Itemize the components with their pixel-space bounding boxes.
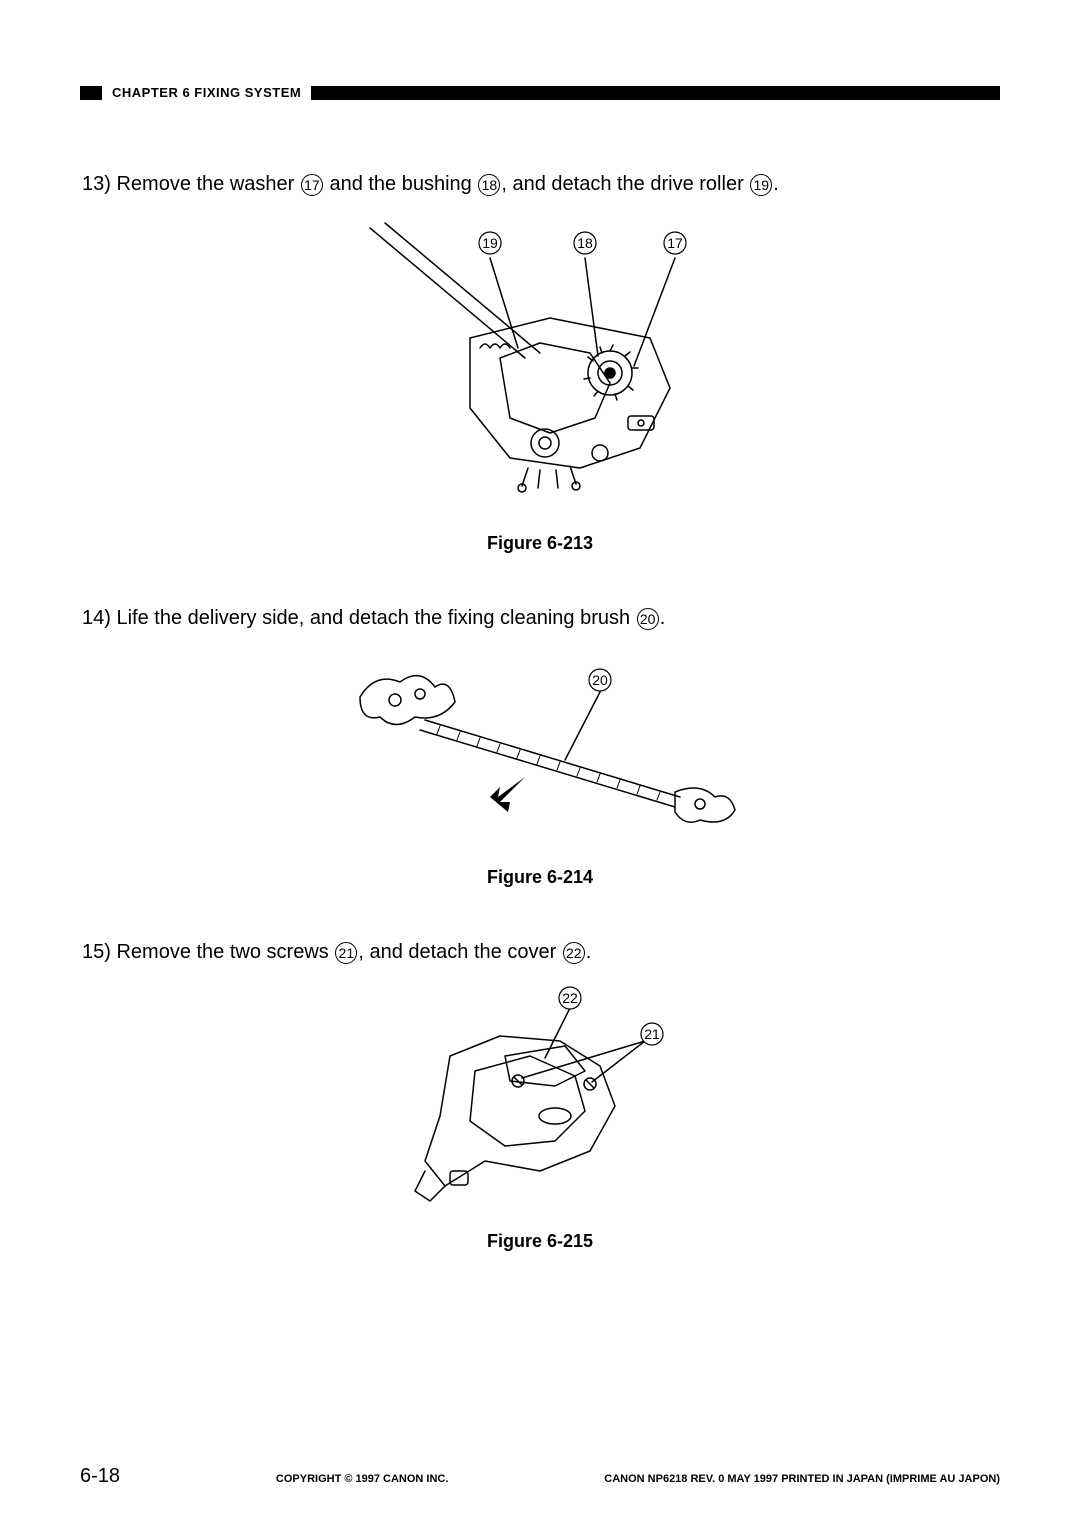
step-text: . (586, 941, 592, 963)
page-number: 6-18 (80, 1465, 120, 1488)
step-14: 14) Life the delivery side, and detach t… (82, 604, 1000, 632)
page-footer: 6-18 COPYRIGHT © 1997 CANON INC. CANON N… (80, 1465, 1000, 1488)
ref-21: 21 (335, 942, 357, 964)
figure-6-213: 19 18 17 Figure 6-213 (80, 218, 1000, 554)
figure-6-215: 22 21 Figure 6-215 (80, 986, 1000, 1252)
chapter-label: CHAPTER 6 FIXING SYSTEM (102, 85, 311, 100)
step-text: , and detach the cover (358, 941, 561, 963)
header-leading-block (80, 86, 102, 100)
diagram-6-214: 20 (340, 652, 740, 842)
ref-19: 19 (750, 174, 772, 196)
callout-20: 20 (592, 672, 608, 688)
imprint-text: CANON NP6218 REV. 0 MAY 1997 PRINTED IN … (604, 1473, 1000, 1485)
callout-21: 21 (644, 1026, 660, 1042)
diagram-6-213: 19 18 17 (350, 218, 730, 508)
callout-22: 22 (562, 990, 578, 1006)
step-text: Remove the washer (116, 173, 299, 195)
step-13: 13) Remove the washer 17 and the bushing… (82, 170, 1000, 198)
step-number: 15) (82, 941, 111, 963)
step-number: 13) (82, 173, 111, 195)
step-text: . (660, 607, 666, 629)
page: CHAPTER 6 FIXING SYSTEM 13) Remove the w… (0, 0, 1080, 1528)
ref-17: 17 (301, 174, 323, 196)
ref-22: 22 (563, 942, 585, 964)
step-15: 15) Remove the two screws 21, and detach… (82, 938, 1000, 966)
step-number: 14) (82, 607, 111, 629)
callout-19: 19 (482, 235, 498, 251)
figure-caption: Figure 6-214 (80, 867, 1000, 888)
step-text: and the bushing (324, 173, 477, 195)
figure-caption: Figure 6-213 (80, 533, 1000, 554)
header-rule (311, 86, 1000, 100)
callout-18: 18 (577, 235, 593, 251)
figure-caption: Figure 6-215 (80, 1231, 1000, 1252)
ref-18: 18 (478, 174, 500, 196)
copyright-text: COPYRIGHT © 1997 CANON INC. (276, 1473, 449, 1485)
step-text: . (773, 173, 779, 195)
diagram-6-215: 22 21 (390, 986, 690, 1206)
callout-17: 17 (667, 235, 683, 251)
figure-6-214: 20 Figure 6-214 (80, 652, 1000, 888)
step-text: Life the delivery side, and detach the f… (116, 607, 635, 629)
ref-20: 20 (637, 608, 659, 630)
step-text: Remove the two screws (116, 941, 334, 963)
step-text: , and detach the drive roller (501, 173, 749, 195)
chapter-header: CHAPTER 6 FIXING SYSTEM (80, 85, 1000, 100)
